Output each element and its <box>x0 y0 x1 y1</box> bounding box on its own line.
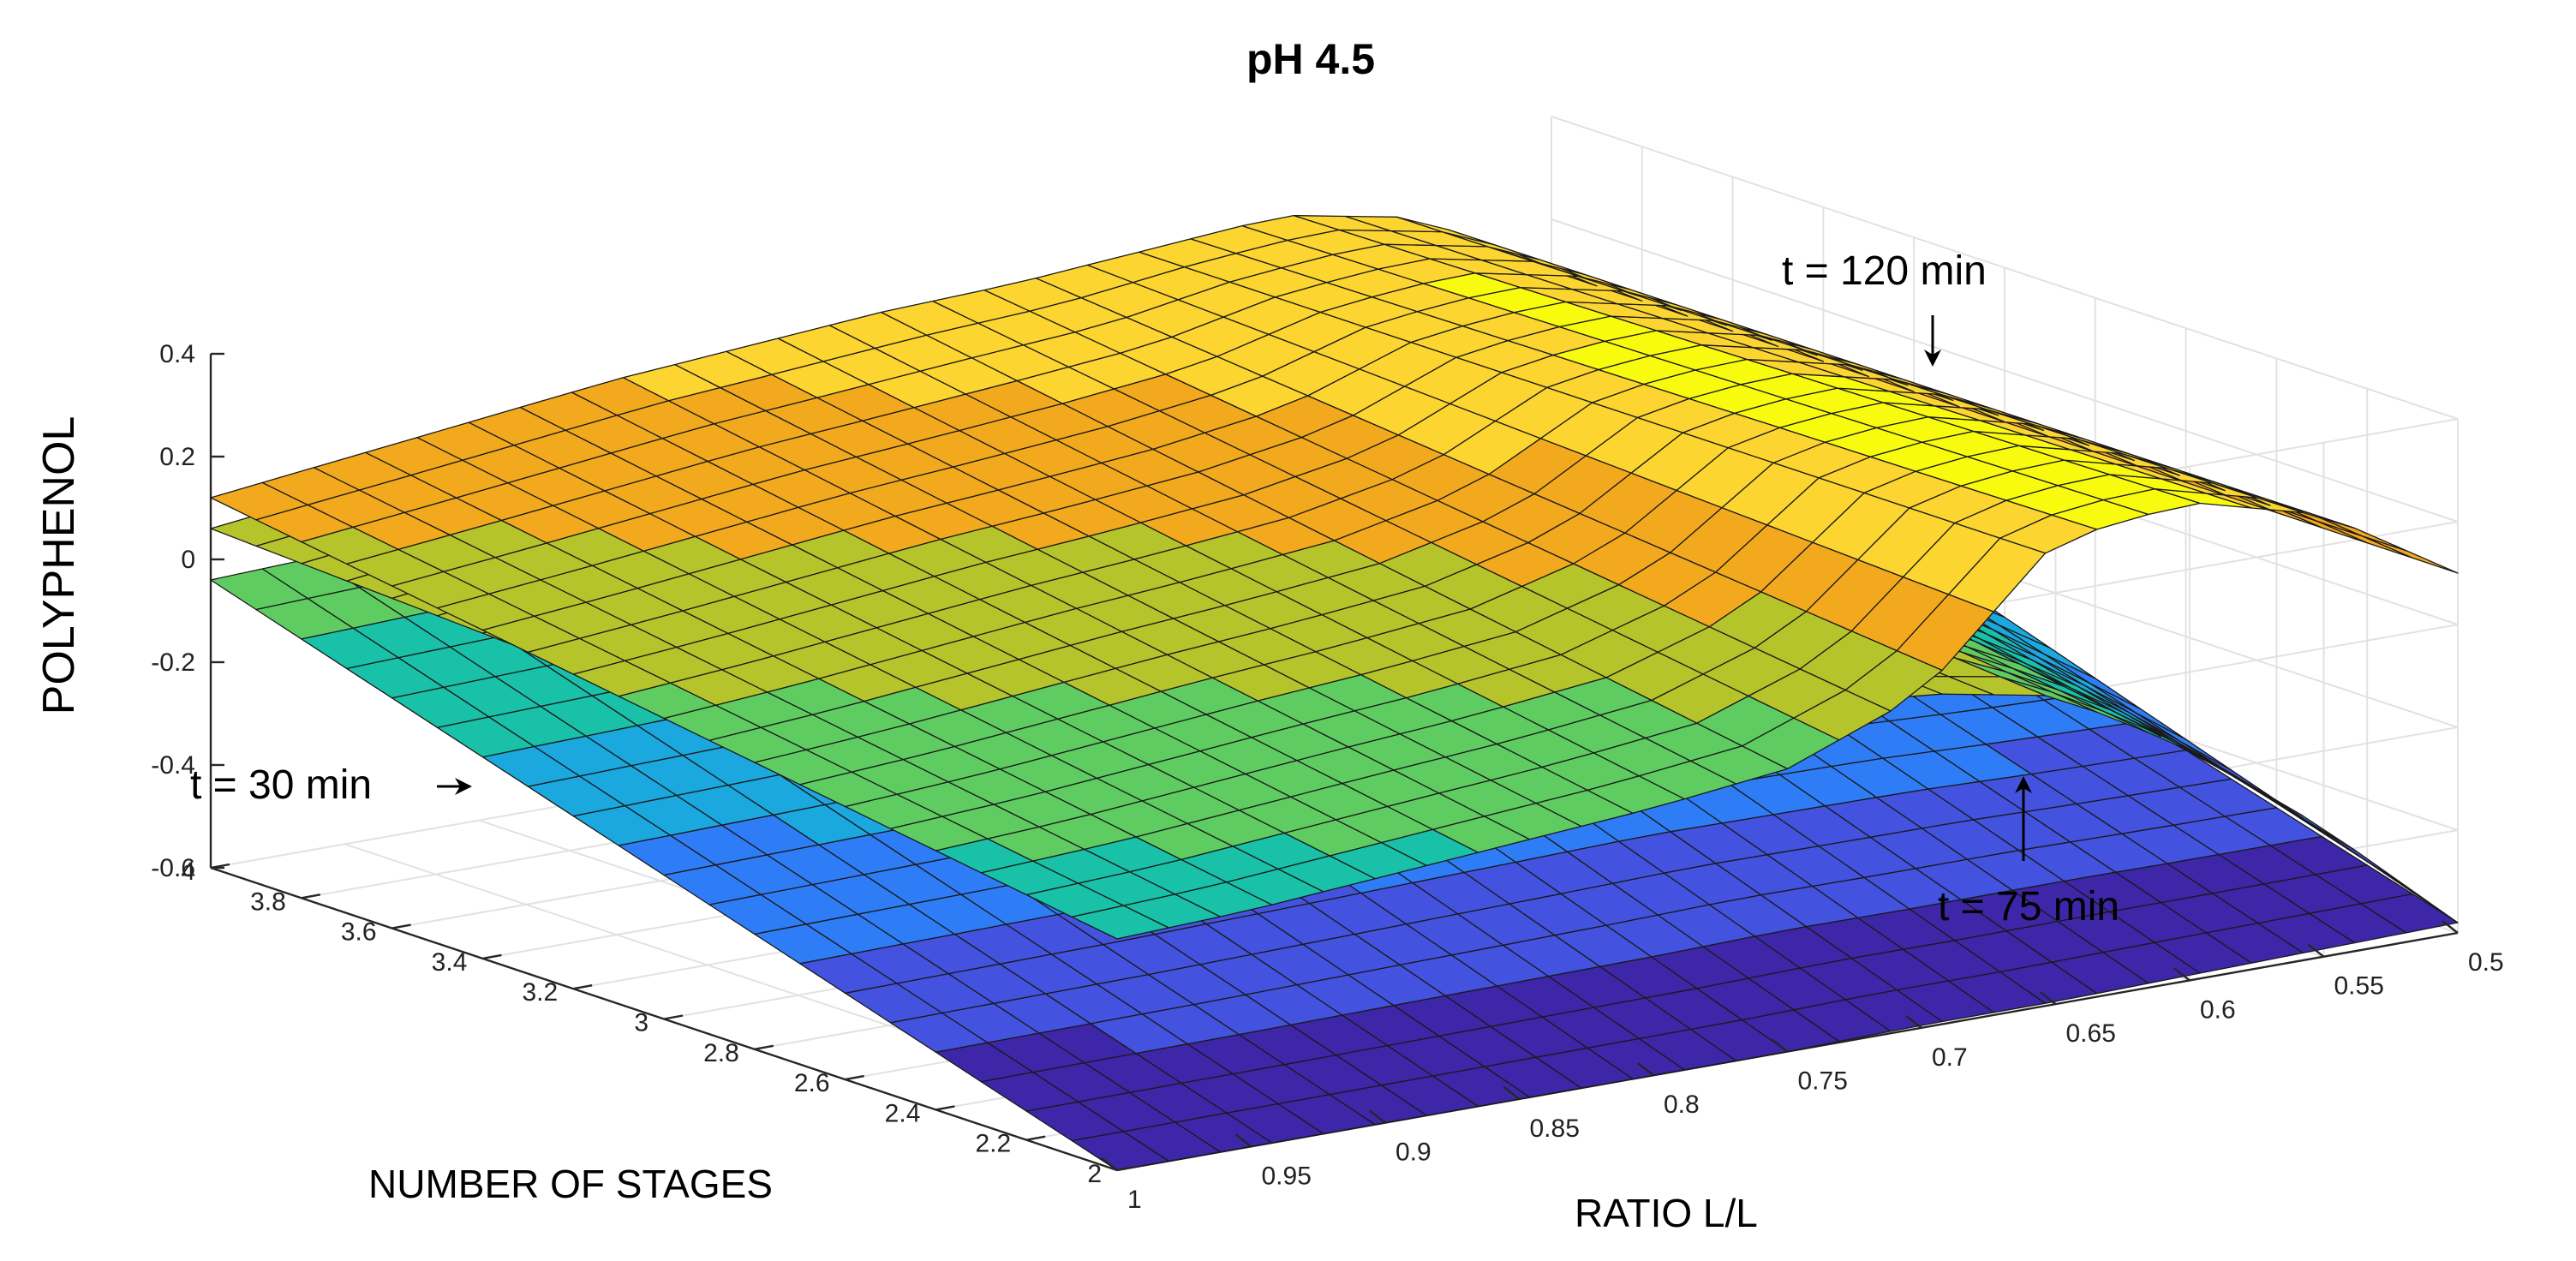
x-tick-mark <box>572 984 593 990</box>
y-tick-label: 1 <box>1127 1186 1142 1214</box>
annotations-group: t = 30 min t = 75 min t = 120 min <box>190 248 2119 929</box>
surface-patch <box>2315 520 2413 559</box>
x-tick-label: 3.2 <box>522 978 558 1007</box>
y-tick-mark <box>1369 1109 1386 1124</box>
annotation-arrowhead <box>2015 776 2032 793</box>
x-axis-label: NUMBER OF STAGES <box>368 1162 773 1206</box>
x-tick-label: 2 <box>1087 1160 1102 1188</box>
y-tick-label: 0.65 <box>2066 1019 2116 1048</box>
x-tick-label: 2.6 <box>794 1069 830 1097</box>
y-tick-label: 0.95 <box>1262 1162 1312 1190</box>
back-grid-line <box>1551 218 2459 523</box>
y-tick-label: 0.6 <box>2200 995 2236 1024</box>
y-tick-label: 0.9 <box>1396 1138 1431 1167</box>
z-tick-label: -0.2 <box>151 648 195 677</box>
y-tick-label: 0.7 <box>1932 1043 1968 1072</box>
back-grid-line <box>1551 116 2459 420</box>
x-tick-mark <box>935 1105 955 1111</box>
chart-title: pH 4.5 <box>1246 35 1375 83</box>
y-tick-label: 0.55 <box>2334 972 2384 1001</box>
y-tick-mark <box>1234 1133 1252 1148</box>
x-tick-label: 3.4 <box>432 948 468 977</box>
y-tick-mark <box>1771 1038 1789 1053</box>
x-tick-label: 3.8 <box>250 887 286 916</box>
y-tick-mark <box>2307 943 2325 958</box>
y-tick-mark <box>1905 1014 1922 1029</box>
x-tick-mark <box>845 1074 864 1081</box>
x-tick-label: 2.4 <box>885 1099 921 1127</box>
annotation-label: t = 75 min <box>1938 884 2119 929</box>
surface-t-120-min <box>210 214 2459 940</box>
z-tick-label: 0.4 <box>159 340 195 368</box>
x-tick-mark <box>391 923 411 929</box>
annotation-t-120-min: t = 120 min <box>1782 248 1987 367</box>
annotation-arrowhead <box>455 778 472 795</box>
x-tick-mark <box>482 953 502 960</box>
y-tick-mark <box>1101 1157 1118 1171</box>
y-tick-label: 0.8 <box>1664 1091 1700 1119</box>
surface-patch <box>210 481 308 521</box>
surfaces-group <box>210 214 2459 1171</box>
tick-group: 2 2.2 2.4 2.6 2.8 3 3.2 3.4 3.6 3.8 4 0.5 0.55 0.6 0.6… <box>151 340 2503 1214</box>
surface-patch <box>2360 535 2459 574</box>
annotation-label: t = 120 min <box>1782 248 1987 294</box>
x-tick-mark <box>1116 1165 1137 1172</box>
z-tick-label: -0.4 <box>151 751 195 780</box>
x-tick-mark <box>663 1014 684 1020</box>
annotation-t-30-min: t = 30 min <box>190 762 472 808</box>
y-tick-mark <box>2039 991 2057 1006</box>
z-tick-label: 0.2 <box>159 443 195 471</box>
x-tick-label: 2.8 <box>703 1039 739 1067</box>
y-tick-label: 0.5 <box>2468 948 2504 977</box>
x-tick-label: 2.2 <box>975 1130 1011 1158</box>
z-tick-label: -0.6 <box>151 854 195 882</box>
x-tick-label: 3 <box>634 1009 648 1037</box>
x-tick-mark <box>754 1044 774 1050</box>
annotation-label: t = 30 min <box>190 762 372 808</box>
y-axis-label: RATIO L/L <box>1575 1191 1758 1235</box>
y-tick-label: 0.75 <box>1798 1067 1848 1096</box>
y-tick-mark <box>2442 920 2459 934</box>
z-tick-label: 0 <box>181 546 195 574</box>
x-tick-label: 4 <box>181 858 195 886</box>
x-tick-mark <box>1025 1135 1046 1141</box>
surface-patch <box>210 568 308 611</box>
y-tick-label: 0.85 <box>1530 1115 1580 1143</box>
z-axis-label: POLYPHENOL <box>34 416 84 715</box>
x-tick-label: 3.6 <box>341 918 377 947</box>
y-tick-mark <box>1503 1085 1521 1100</box>
y-tick-mark <box>2173 967 2190 982</box>
y-tick-mark <box>1637 1062 1654 1077</box>
x-tick-mark <box>301 893 321 899</box>
annotation-t-75-min: t = 75 min <box>1938 776 2119 929</box>
annotation-arrowhead <box>1924 350 1941 367</box>
